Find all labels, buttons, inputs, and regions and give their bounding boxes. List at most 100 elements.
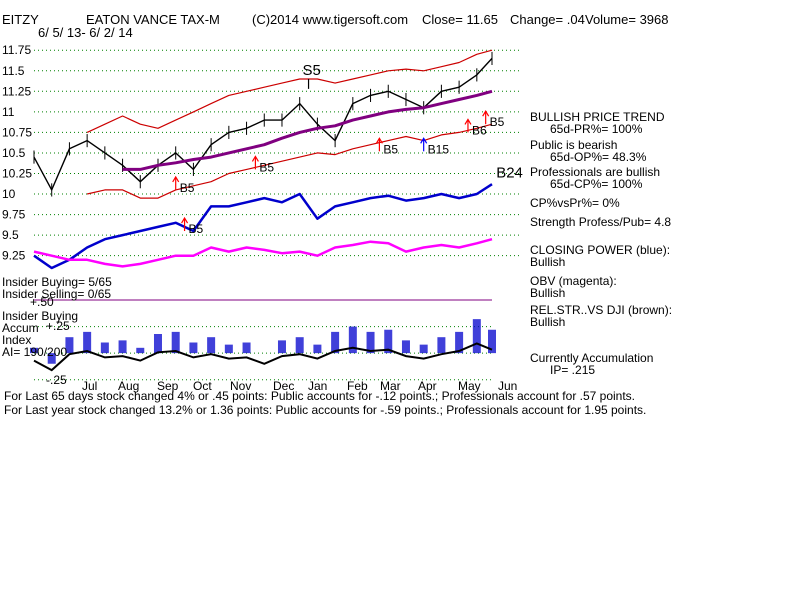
accum-bar — [455, 331, 464, 354]
closing-power-label: CLOSING POWER (blue): — [530, 243, 670, 257]
relstr-status: Bullish — [530, 315, 565, 329]
accum-bar — [295, 337, 304, 354]
insider-buying-label: Insider Buying — [2, 309, 78, 323]
accum-bar — [153, 334, 162, 354]
accum-bar — [348, 326, 357, 354]
ai-value: AI= 190/200 — [2, 345, 67, 359]
y-tick-label: 11.5 — [2, 64, 25, 78]
relstr-label: REL.STR..VS DJI (brown): — [530, 303, 672, 317]
series-upper-band — [86, 49, 493, 133]
accum-label: Accum — [2, 321, 39, 335]
accum-bar — [242, 342, 251, 354]
x-axis: Jul Aug Sep Oct Nov Dec Jan Feb Mar Apr May Jun — [82, 379, 517, 393]
accum-bar — [384, 329, 393, 354]
footer-line-65d: For Last 65 days stock changed 4% or .45… — [4, 389, 635, 403]
month-label: Jun — [498, 379, 517, 393]
accum-bar — [30, 347, 38, 354]
obv-label: OBV (magenta): — [530, 274, 617, 288]
y-tick-label: 10.5 — [2, 146, 26, 160]
signal-arrowhead — [181, 216, 189, 224]
y-tick-label: 10.25 — [2, 166, 32, 180]
accum-bar — [419, 344, 428, 354]
insider-buying: Insider Buying= 5/65 — [2, 275, 112, 289]
accum-bar — [171, 331, 180, 354]
signal-arrowhead — [375, 137, 383, 144]
cpvspr-value: CP%vsPr%= 0% — [530, 196, 620, 210]
op-value: 65d-OP%= 48.3% — [550, 150, 647, 164]
professionals-status: Professionals are bullish — [530, 165, 660, 179]
series-lower-band — [86, 123, 493, 199]
index-label: Index — [2, 333, 31, 347]
signal-label: B15 — [428, 142, 450, 156]
obv-status: Bullish — [530, 286, 565, 300]
accum-level-bot: -.25 — [46, 373, 67, 387]
signal-arrowhead — [420, 137, 428, 144]
month-label: Aug — [118, 379, 139, 393]
month-label: Mar — [380, 379, 401, 393]
month-label: Feb — [347, 379, 368, 393]
accum-bar — [207, 337, 216, 354]
y-tick-label: 11.25 — [2, 84, 31, 98]
signal-arrowhead — [172, 175, 180, 183]
ip-value: IP= .215 — [550, 363, 595, 377]
signal-label: B5 — [259, 160, 274, 174]
bullish-trend: BULLISH PRICE TREND — [530, 110, 665, 124]
accum-level-mid: +.25 — [46, 319, 70, 333]
y-tick-label: 11 — [2, 105, 15, 119]
closing-power-status: Bullish — [530, 255, 565, 269]
month-label: Sep — [157, 379, 179, 393]
month-label: Apr — [418, 379, 437, 393]
grid-lines — [34, 49, 522, 381]
y-tick-label: 10 — [2, 187, 16, 201]
month-label: Dec — [273, 379, 294, 393]
footer-line-year: For Last year stock changed 13.2% or 1.3… — [4, 403, 646, 417]
y-tick-label: 9.5 — [2, 228, 19, 242]
signal-label: B5 — [490, 115, 505, 129]
strength-value: Strength Profess/Pub= 4.8 — [530, 215, 671, 229]
ticker: EITZY — [2, 12, 39, 27]
accumulation-status: Currently Accumulation — [530, 351, 653, 365]
cp-value: 65d-CP%= 100% — [550, 177, 643, 191]
accum-bar — [47, 353, 56, 364]
accum-bar — [472, 319, 481, 354]
accum-bar — [65, 337, 74, 354]
signal-label: B5 — [383, 142, 398, 156]
accumulation-panel — [30, 319, 496, 372]
insider-selling: Insider Selling= 0/65 — [2, 287, 111, 301]
copyright: (C)2014 www.tigersoft.com — [252, 12, 408, 27]
accum-bar — [118, 340, 127, 354]
date-range: 6/ 5/ 13- 6/ 2/ 14 — [38, 25, 133, 40]
signal-label: B5 — [189, 222, 204, 236]
series-ma — [122, 89, 493, 171]
pr-value: 65d-PR%= 100% — [550, 122, 643, 136]
accum-bar — [136, 347, 145, 354]
series-closing-power — [33, 183, 493, 270]
y-tick-label: 9.25 — [2, 249, 26, 263]
accum-bar — [277, 340, 286, 354]
price-series — [33, 49, 493, 270]
accum-bar — [366, 331, 375, 354]
signal-label: B5 — [180, 181, 195, 195]
close-value: Close= 11.65 — [422, 12, 498, 27]
y-tick-label: 11.75 — [2, 43, 31, 57]
signal-arrowhead — [482, 110, 490, 117]
accum-bar — [401, 340, 410, 354]
relative-strength-line — [33, 342, 493, 372]
accum-bar — [83, 331, 92, 354]
series-obv — [33, 237, 493, 268]
month-label: Jan — [308, 379, 327, 393]
accum-bar — [100, 342, 109, 354]
accum-level-top: +.50 — [30, 295, 54, 309]
signal-arrowhead — [251, 155, 259, 162]
month-label: Oct — [193, 379, 212, 393]
month-label: May — [458, 379, 481, 393]
month-label: Nov — [230, 379, 251, 393]
accum-bar — [488, 329, 496, 354]
y-tick-label: 10.75 — [2, 125, 32, 139]
volume-value: Volume= 3968 — [585, 12, 668, 27]
fund-name: EATON VANCE TAX-M — [86, 12, 220, 27]
signal-arrowhead — [464, 118, 472, 125]
accum-bar — [437, 337, 446, 354]
